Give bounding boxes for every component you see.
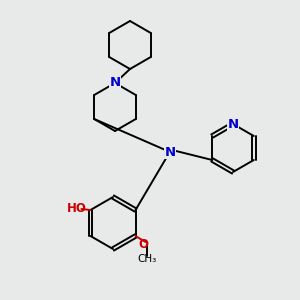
Text: HO: HO	[67, 202, 86, 214]
Text: N: N	[164, 146, 175, 158]
Text: N: N	[227, 118, 239, 130]
Text: O: O	[139, 238, 148, 250]
Text: N: N	[110, 76, 121, 89]
Text: CH₃: CH₃	[137, 254, 156, 264]
